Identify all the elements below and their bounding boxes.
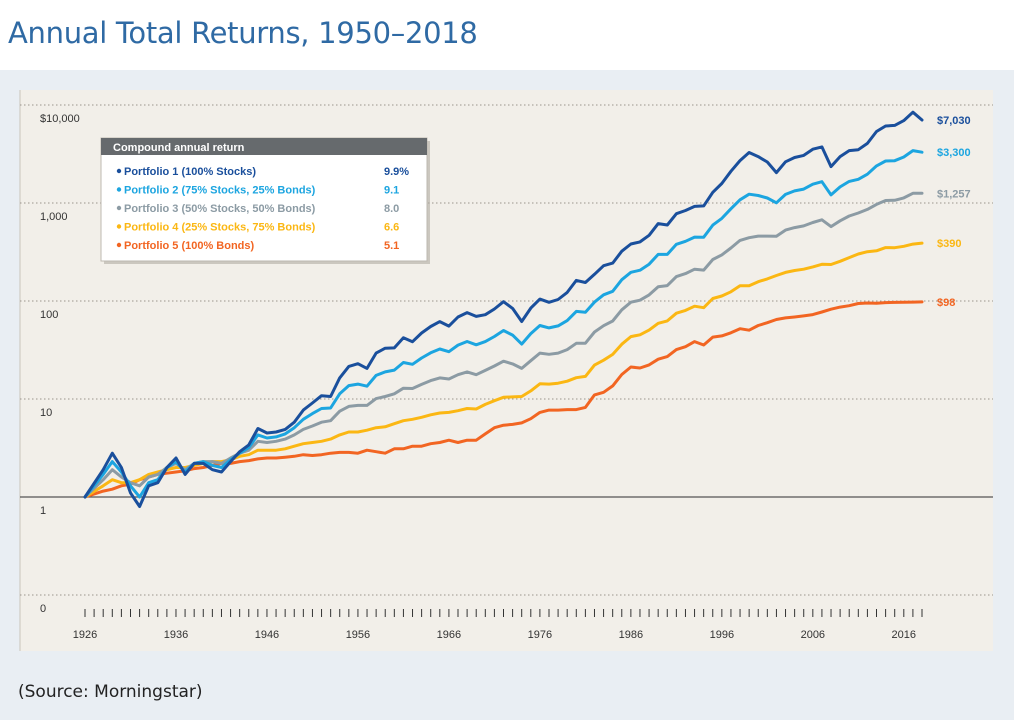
x-tick-label: 1986 (619, 629, 643, 641)
end-labels: $7,030 $3,300 $1,257 $390 $98 (937, 115, 971, 309)
x-tick-label: 1956 (346, 629, 370, 641)
legend-title: Compound annual return (113, 142, 245, 154)
legend-label-1: Portfolio 1 (100% Stocks) (124, 166, 256, 178)
y-tick-label: $10,000 (40, 113, 80, 125)
y-tick-label: 100 (40, 309, 58, 321)
legend-marker-4 (116, 224, 122, 229)
page-title: Annual Total Returns, 1950–2018 (8, 16, 478, 50)
legend: Compound annual return Portfolio 1 (100%… (100, 137, 430, 264)
legend-marker-1 (116, 168, 122, 174)
legend-marker-3 (116, 205, 122, 211)
y-tick-label: 10 (40, 407, 52, 419)
legend-label-4: Portfolio 4 (25% Stocks, 75% Bonds) (124, 222, 316, 234)
x-axis-ticks: 1926 1936 1946 1956 1966 1976 1986 1996 2006 2016 (73, 609, 923, 641)
legend-return-2: 9.1 (384, 185, 399, 197)
x-tick-label: 1946 (255, 629, 279, 641)
x-tick-label: 1936 (164, 629, 188, 641)
x-tick-label: 1976 (528, 629, 552, 641)
legend-return-1: 9.9% (384, 166, 409, 178)
y-tick-label: 0 (40, 603, 46, 615)
legend-return-4: 6.6 (384, 222, 399, 234)
legend-box (100, 137, 428, 262)
series-line-5 (83, 300, 924, 499)
y-tick-label: 1,000 (40, 211, 68, 223)
legend-items: Portfolio 1 (100% Stocks) 9.9% Portfolio 2… (116, 166, 409, 252)
legend-marker-2 (116, 187, 122, 192)
legend-return-3: 8.0 (384, 203, 399, 215)
legend-header (101, 138, 427, 155)
source-note: (Source: Morningstar) (18, 682, 203, 702)
series-line-1 (83, 110, 924, 508)
legend-marker-5 (116, 242, 122, 248)
end-value-label-3: $1,257 (937, 188, 971, 200)
end-value-label-2: $3,300 (937, 147, 971, 159)
legend-label-5: Portfolio 5 (100% Bonds) (124, 240, 255, 252)
x-tick-label: 2016 (892, 629, 916, 641)
x-tick-label: 1926 (73, 629, 97, 641)
x-tick-label: 1996 (710, 629, 734, 641)
legend-label-3: Portfolio 3 (50% Stocks, 50% Bonds) (124, 203, 316, 215)
legend-return-5: 5.1 (384, 240, 399, 252)
gridlines (20, 104, 993, 596)
x-tick-label: 1966 (437, 629, 461, 641)
y-tick-label: 1 (40, 505, 46, 517)
end-value-label-4: $390 (937, 238, 961, 250)
legend-label-2: Portfolio 2 (75% Stocks, 25% Bonds) (124, 185, 316, 197)
end-value-label-1: $7,030 (937, 115, 971, 127)
x-tick-label: 2006 (801, 629, 825, 641)
end-value-label-5: $98 (937, 297, 955, 309)
series-lines (83, 110, 924, 508)
